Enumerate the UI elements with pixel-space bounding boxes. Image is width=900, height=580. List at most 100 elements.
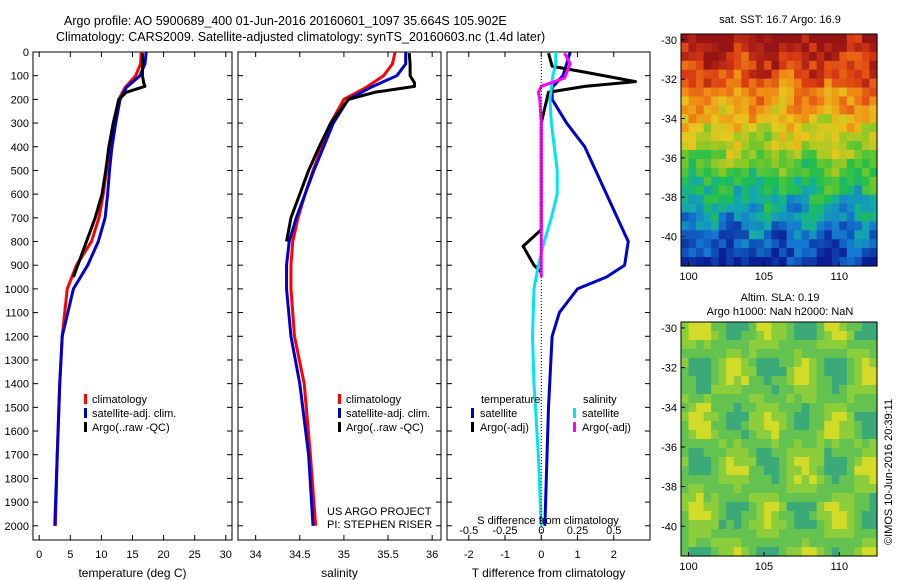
- map-cell: [831, 78, 840, 89]
- map-cell: [816, 322, 825, 332]
- map-cell: [794, 42, 803, 53]
- map-cell: [711, 439, 720, 449]
- map-cell: [741, 403, 750, 413]
- map-cell: [809, 475, 818, 485]
- map-cell: [703, 547, 712, 557]
- map-cell: [718, 484, 727, 494]
- map-cell: [869, 349, 878, 359]
- map-cell: [688, 212, 697, 222]
- series-line-satellite-adj-clim-: [285, 52, 408, 526]
- map-cell: [824, 51, 833, 62]
- map-cell: [786, 349, 795, 359]
- map-cell: [681, 538, 690, 548]
- map-cell: [839, 367, 848, 377]
- map-cell: [861, 412, 871, 422]
- map-cell: [748, 520, 757, 530]
- map-cell: [794, 466, 803, 476]
- map-cell: [794, 230, 803, 240]
- map-cell: [816, 403, 825, 413]
- legend-swatch: [338, 422, 341, 432]
- map-cell: [801, 367, 810, 377]
- map-cell: [831, 457, 840, 467]
- map-cell: [771, 538, 780, 548]
- map-cell: [756, 203, 765, 214]
- series-line-temperature-satellite: [543, 51, 630, 526]
- map-cell: [756, 349, 765, 359]
- map-cell: [846, 502, 855, 512]
- map-cell: [846, 176, 855, 187]
- map-cell: [831, 203, 840, 214]
- map-cell: [703, 96, 712, 106]
- map-cell: [718, 538, 727, 548]
- map-cell: [854, 358, 863, 368]
- map-cell: [718, 376, 727, 386]
- map-cell: [733, 132, 742, 142]
- map-cell: [726, 221, 735, 231]
- map-cell: [718, 221, 727, 231]
- map-cell: [816, 367, 825, 377]
- map-y-tick-label: -36: [661, 442, 677, 454]
- map-cell: [696, 466, 705, 476]
- map-cell: [801, 257, 810, 267]
- map-frame: [680, 321, 878, 557]
- map-cell: [741, 412, 750, 422]
- map-cell: [786, 123, 795, 133]
- map-cell: [861, 257, 871, 267]
- map-cell: [763, 421, 773, 431]
- map-cell: [839, 466, 848, 476]
- map-cell: [816, 493, 825, 503]
- map-cell: [801, 221, 810, 231]
- map-cell: [703, 358, 712, 368]
- map-cell: [681, 257, 690, 267]
- map-cell: [756, 78, 765, 89]
- map-cell: [779, 349, 788, 359]
- map-cell: [726, 448, 735, 458]
- map-cell: [718, 212, 727, 222]
- map-cell: [771, 403, 780, 413]
- map-cell: [703, 203, 712, 214]
- map-cell: [846, 123, 855, 133]
- map-cell: [779, 257, 788, 267]
- map-cell: [869, 331, 878, 341]
- map-cell: [779, 412, 788, 422]
- map-cell: [861, 221, 871, 231]
- map-cell: [846, 105, 855, 115]
- x-tick-label: 36: [426, 549, 438, 561]
- map-cell: [711, 493, 720, 503]
- map-cell: [696, 520, 705, 530]
- map-cell: [763, 430, 773, 440]
- map-cell: [824, 69, 833, 80]
- map-cell: [854, 349, 863, 359]
- map-cell: [809, 42, 818, 53]
- map-cell: [809, 376, 818, 386]
- series-line-argo-raw-qc-: [72, 53, 147, 278]
- map-cell: [771, 493, 780, 503]
- map-cell: [831, 141, 840, 151]
- map-cell: [816, 502, 825, 512]
- map-cell: [771, 34, 780, 44]
- map-cell: [756, 520, 765, 530]
- map-cell: [786, 358, 795, 368]
- map-cell: [816, 78, 825, 89]
- map-cell: [869, 376, 878, 386]
- map-cell: [824, 60, 833, 71]
- y-tick-label: 900: [11, 260, 29, 272]
- map-cell: [763, 340, 773, 350]
- map-cell: [688, 475, 697, 485]
- map-cell: [824, 430, 833, 440]
- legend-title-salinity: salinity: [583, 394, 617, 406]
- map-cell: [854, 87, 863, 98]
- map-cell: [688, 221, 697, 231]
- map-cell: [869, 394, 878, 404]
- map-cell: [703, 185, 712, 196]
- map-cell: [779, 358, 788, 368]
- map-cell: [824, 331, 833, 341]
- map-cell: [861, 114, 871, 124]
- map-cell: [733, 322, 742, 332]
- map-cell: [688, 439, 697, 449]
- map-cell: [696, 475, 705, 485]
- map-cell: [779, 123, 788, 133]
- map-cell: [741, 150, 750, 160]
- map-cell: [839, 203, 848, 214]
